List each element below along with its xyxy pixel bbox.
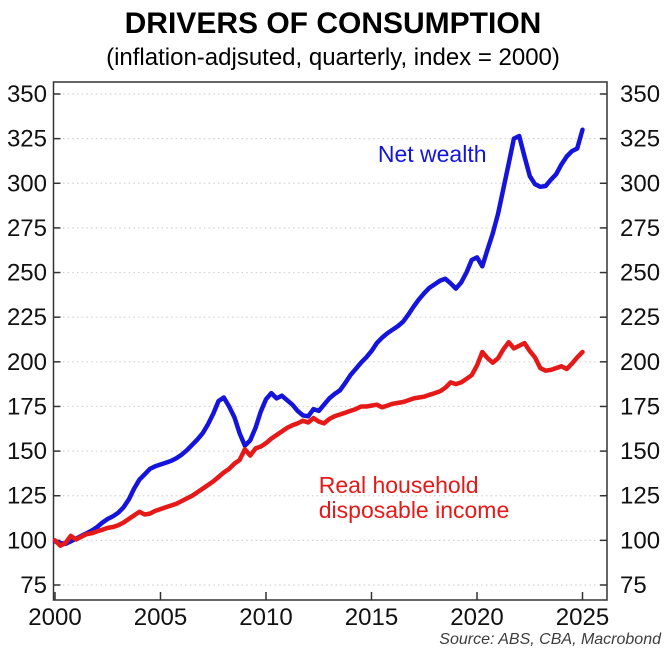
y-tick-label-right: 75	[620, 572, 647, 599]
y-tick-label-right: 300	[620, 170, 660, 197]
series-line-net-wealth	[52, 127, 585, 547]
x-tick-label: 2010	[239, 604, 292, 631]
y-tick-label-right: 125	[620, 483, 660, 510]
y-tick-label-right: 100	[620, 527, 660, 554]
series-label: Net wealth	[378, 141, 487, 167]
y-tick-label-left: 275	[7, 215, 47, 242]
y-tick-label-left: 225	[7, 304, 47, 331]
chart-subtitle: (inflation-adjsuted, quarterly, index = …	[106, 44, 560, 71]
y-tick-label-left: 325	[7, 126, 47, 153]
y-tick-label-right: 350	[620, 81, 660, 108]
chart-title: DRIVERS OF CONSUMPTION	[125, 7, 542, 40]
y-tick-label-left: 200	[7, 349, 47, 376]
series-label: disposable income	[319, 497, 510, 523]
series-label: Real household	[319, 472, 479, 498]
source-credit: Source: ABS, CBA, Macrobond	[439, 631, 662, 648]
series-line-real-household-disposable-income	[52, 339, 585, 548]
x-tick-label: 2005	[134, 604, 187, 631]
plot-area: 75 75 100 100 125 125 150 150 175 175 200 200 225 225…	[7, 81, 660, 631]
y-tick-label-left: 75	[20, 572, 47, 599]
y-tick-label-left: 175	[7, 393, 47, 420]
y-tick-label-left: 350	[7, 81, 47, 108]
plot-border	[52, 81, 608, 601]
y-tick-label-right: 150	[620, 438, 660, 465]
y-tick-label-left: 250	[7, 260, 47, 287]
y-tick-label-left: 100	[7, 527, 47, 554]
y-tick-label-right: 275	[620, 215, 660, 242]
x-tick-label: 2020	[450, 604, 503, 631]
y-tick-label-left: 150	[7, 438, 47, 465]
x-tick-label: 2015	[345, 604, 398, 631]
y-tick-label-right: 175	[620, 393, 660, 420]
y-tick-label-left: 125	[7, 483, 47, 510]
x-tick-label: 2025	[556, 604, 609, 631]
y-tick-label-left: 300	[7, 170, 47, 197]
x-tick-label: 2000	[28, 604, 81, 631]
y-tick-label-right: 225	[620, 304, 660, 331]
y-tick-label-right: 250	[620, 260, 660, 287]
y-tick-label-right: 325	[620, 126, 660, 153]
y-tick-label-right: 200	[620, 349, 660, 376]
